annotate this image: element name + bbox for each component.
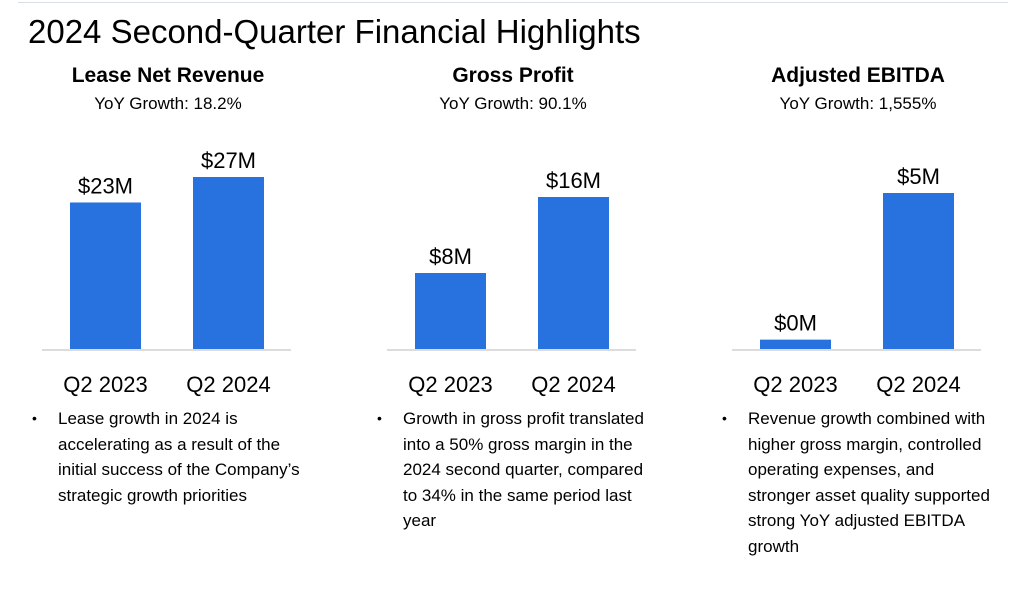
page-title: 2024 Second-Quarter Financial Highlights (28, 13, 641, 50)
panel-lease-net-revenue: Lease Net Revenue YoY Growth: 18.2% $23M… (18, 0, 318, 598)
bullet-dot: • (32, 410, 37, 426)
bullet-dot: • (722, 410, 727, 426)
category-tick-label: Q2 2024 (876, 372, 960, 397)
bullet-item: • Lease growth in 2024 is accelerating a… (18, 406, 318, 508)
category-tick-label: Q2 2023 (63, 372, 147, 397)
category-tick-label: Q2 2023 (753, 372, 837, 397)
category-tick-label: Q2 2023 (408, 372, 492, 397)
bar-chart-gross-profit: $8M Q2 2023 $16M Q2 2024 (387, 168, 636, 397)
data-label: $8M (429, 244, 472, 269)
data-label: $16M (546, 168, 601, 193)
bar-chart-lease-net-revenue: $23M Q2 2023 $27M Q2 2024 (42, 148, 291, 397)
bar-q2-2023 (760, 339, 831, 349)
bar-q2-2023 (70, 202, 141, 349)
bullet-item: • Revenue growth combined with higher gr… (708, 406, 1008, 559)
bullet-text: Revenue growth combined with higher gros… (748, 409, 990, 556)
bar-q2-2024 (193, 177, 264, 349)
data-label: $0M (774, 311, 817, 336)
bullet-text: Growth in gross profit translated into a… (403, 409, 644, 530)
bar-q2-2024 (538, 197, 609, 349)
panel-adjusted-ebitda: Adjusted EBITDA YoY Growth: 1,555% $0M Q2… (708, 0, 1008, 598)
bullet-item: • Growth in gross profit translated into… (363, 406, 663, 534)
bullet-text: Lease growth in 2024 is accelerating as … (58, 409, 300, 505)
bar-chart-adjusted-ebitda: $0M Q2 2023 $5M Q2 2024 (732, 164, 981, 397)
category-tick-label: Q2 2024 (186, 372, 270, 397)
category-tick-label: Q2 2024 (531, 372, 615, 397)
data-label: $23M (78, 173, 133, 198)
bar-q2-2024 (883, 193, 954, 349)
bar-q2-2023 (415, 273, 486, 349)
panel-gross-profit: Gross Profit YoY Growth: 90.1% $8M Q2 202… (363, 0, 663, 598)
panel-title: Gross Profit (452, 64, 574, 87)
data-label: $5M (897, 164, 940, 189)
bullet-dot: • (377, 410, 382, 426)
panel-subtitle: YoY Growth: 1,555% (779, 94, 937, 113)
panel-title: Adjusted EBITDA (771, 64, 945, 87)
panel-subtitle: YoY Growth: 90.1% (439, 94, 587, 113)
top-divider (18, 2, 1008, 3)
data-label: $27M (201, 148, 256, 173)
panel-subtitle: YoY Growth: 18.2% (94, 94, 242, 113)
panel-title: Lease Net Revenue (71, 64, 265, 87)
